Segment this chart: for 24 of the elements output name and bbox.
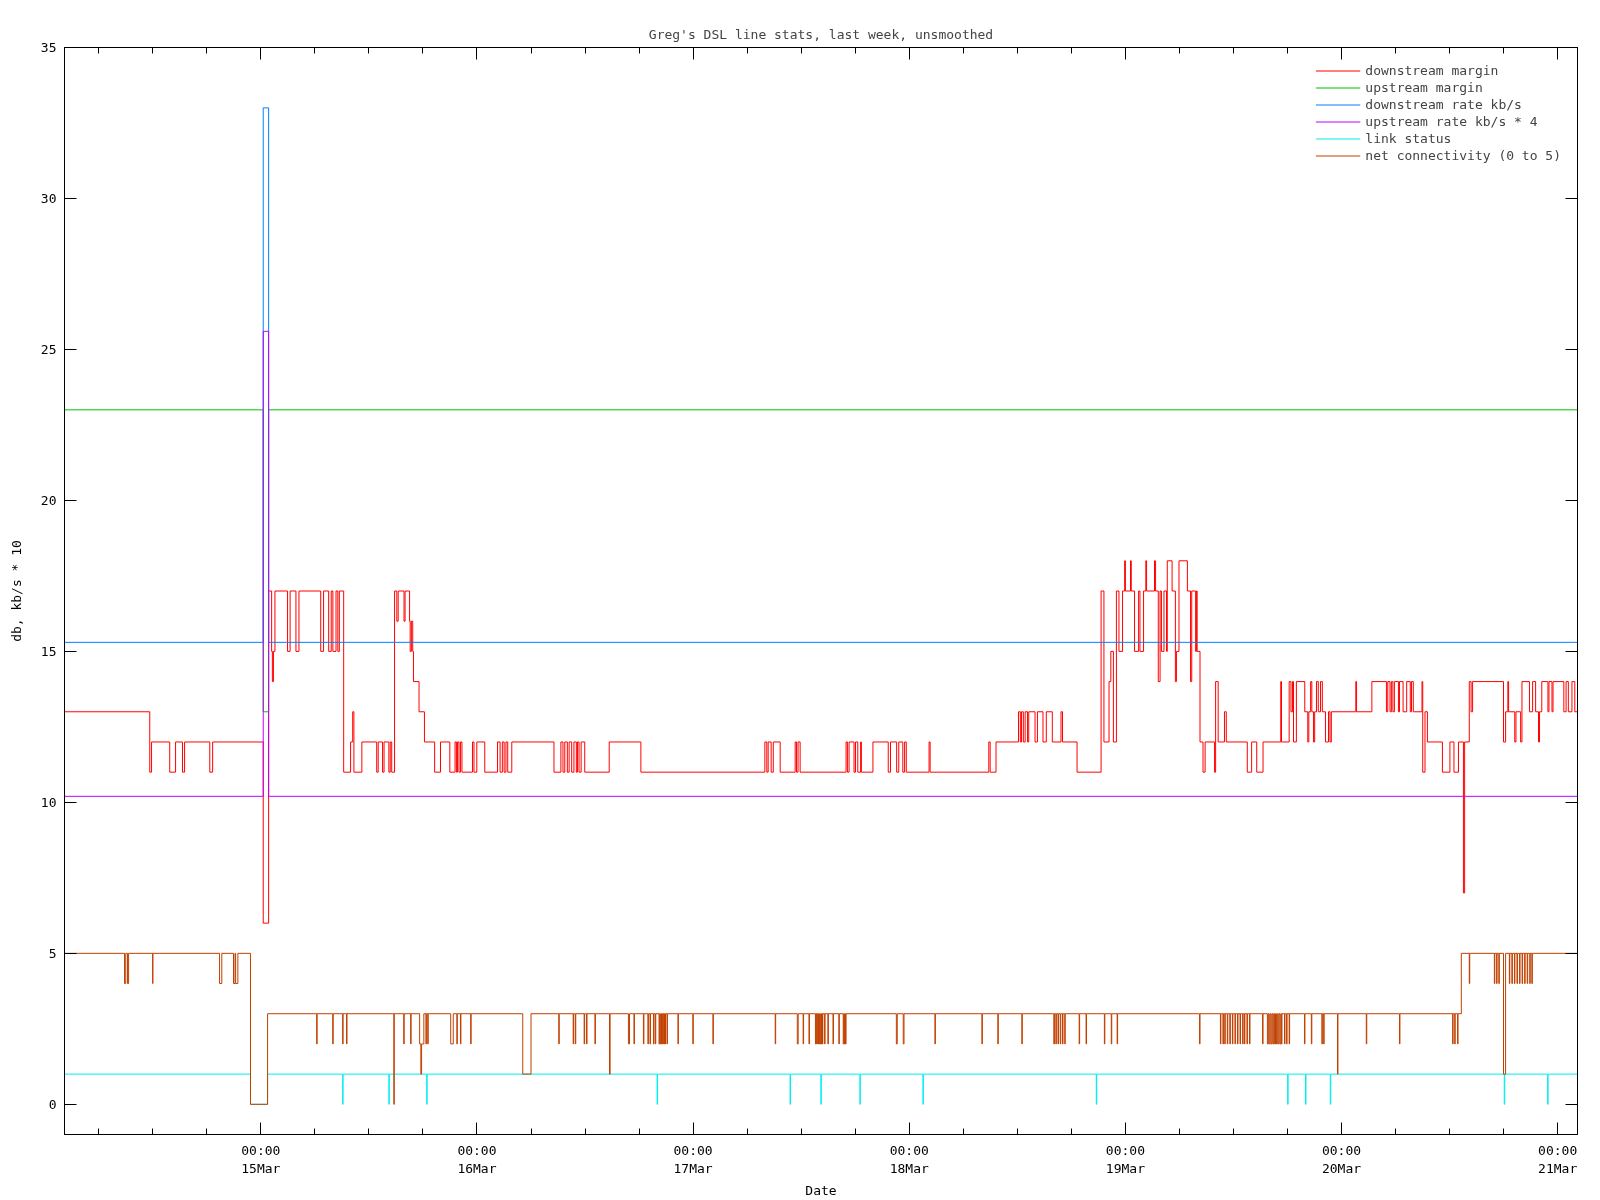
x-tick-label: 00:00 20Mar: [1321, 1142, 1362, 1176]
x-axis-title: Date: [805, 1182, 837, 1198]
x-tick-label: 00:00 21Mar: [1538, 1142, 1578, 1176]
legend-label: downstream margin: [1365, 63, 1499, 78]
y-tick-label: 5: [48, 945, 57, 961]
x-tick-label: 00:00 17Mar: [673, 1142, 713, 1176]
legend-label: upstream rate kb/s * 4: [1365, 114, 1538, 129]
legend-label: downstream rate kb/s: [1365, 97, 1522, 112]
legend-label: link status: [1365, 131, 1452, 146]
y-tick-label: 0: [48, 1096, 57, 1112]
x-tick-label: 00:00 16Mar: [457, 1142, 497, 1176]
y-tick-label: 15: [40, 643, 57, 659]
x-tick-label: 00:00 18Mar: [889, 1142, 929, 1176]
y-tick-label: 30: [40, 190, 57, 206]
y-tick-label: 20: [40, 492, 57, 508]
y-axis-title: db, kb/s * 10: [8, 540, 24, 642]
chart-title: Greg's DSL line stats, last week, unsmoothed: [648, 26, 994, 42]
legend-label: net connectivity (0 to 5): [1365, 148, 1561, 163]
y-tick-label: 35: [40, 40, 57, 55]
x-tick-label: 00:00 19Mar: [1105, 1142, 1146, 1176]
y-tick-label: 25: [40, 341, 57, 357]
legend-label: upstream margin: [1365, 80, 1483, 95]
x-tick-label: 00:00 15Mar: [241, 1142, 281, 1176]
y-tick-label: 10: [40, 794, 57, 810]
